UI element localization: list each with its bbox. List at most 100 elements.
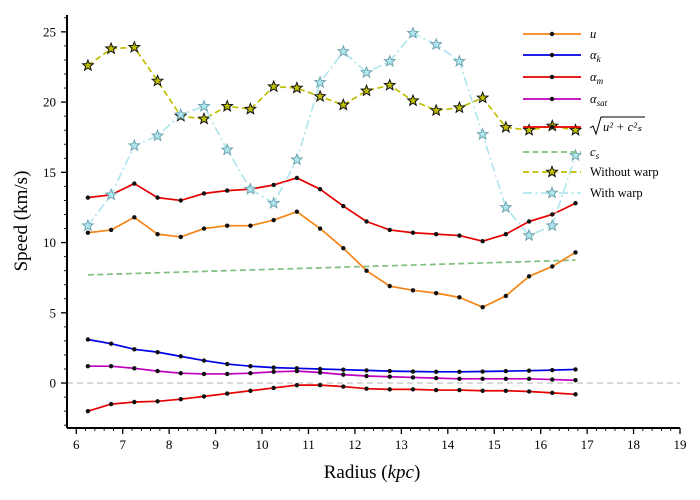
data-point-with_warp (81, 218, 95, 232)
data-point-without_warp (336, 97, 350, 111)
series-line-sqrt (87, 177, 576, 243)
data-point-u (317, 226, 323, 231)
data-point-u (526, 274, 532, 279)
legend-entry-alpha_k: αk (523, 48, 602, 64)
data-point-without_warp (150, 74, 165, 87)
data-point-sqrt (550, 212, 555, 217)
data-point-alpha_sat (108, 363, 114, 369)
data-point-alpha_sat (410, 375, 416, 380)
legend-marker-sqrt (549, 124, 555, 130)
x-tick-label: 9 (212, 437, 219, 452)
x-tick-label: 15 (488, 437, 501, 452)
series-without_warp (81, 40, 583, 136)
data-point-alpha_k (433, 369, 439, 375)
legend-marker-with_warp (545, 186, 559, 199)
data-point-without_warp (522, 123, 536, 136)
data-point-u (410, 288, 416, 293)
legend-entry-with_warp: With warp (523, 186, 643, 200)
series-line-alpha_m (87, 384, 576, 412)
data-point-alpha_m (201, 394, 207, 399)
data-point-u (341, 245, 346, 251)
data-point-with_warp (220, 142, 234, 156)
data-point-without_warp (267, 79, 281, 93)
legend-marker-alpha_k (549, 52, 555, 58)
data-point-alpha_k (503, 368, 509, 374)
x-tick-label: 17 (581, 437, 595, 452)
data-point-alpha_m (573, 392, 578, 397)
y-tick-label: 25 (43, 24, 56, 39)
data-point-without_warp (104, 41, 118, 55)
data-point-alpha_sat (271, 369, 276, 375)
data-point-with_warp (243, 182, 258, 195)
data-point-alpha_m (433, 387, 439, 393)
data-point-alpha_m (387, 387, 392, 392)
data-point-with_warp (150, 128, 165, 142)
x-tick-label: 16 (534, 437, 548, 452)
y-tick-label: 10 (43, 235, 56, 250)
data-point-without_warp (290, 81, 304, 94)
data-point-alpha_k (155, 349, 160, 355)
legend-label-alpha_sat: αsat (590, 92, 608, 108)
data-point-alpha_sat (387, 374, 392, 379)
legend-sqrt-radical (589, 116, 645, 136)
x-tick-label: 19 (674, 437, 687, 452)
legend-label-alpha_m: αm (590, 70, 604, 86)
data-point-alpha_k (108, 341, 114, 346)
data-point-with_warp (313, 75, 327, 89)
series-alpha_m (85, 382, 578, 414)
data-point-with_warp (174, 107, 188, 121)
y-axis-label: Speed (km/s) (11, 171, 32, 272)
data-point-alpha_m (457, 387, 462, 393)
data-point-u (178, 234, 183, 240)
data-point-alpha_k (85, 337, 91, 342)
data-point-sqrt (341, 203, 346, 209)
series-cs (87, 259, 576, 276)
legend-entry-alpha_m: αm (523, 70, 604, 86)
data-point-with_warp (104, 187, 118, 201)
data-point-alpha_sat (526, 376, 532, 382)
data-point-alpha_sat (433, 375, 439, 381)
data-point-u (248, 223, 253, 228)
legend-entry-sqrt: u² + c²ₛ (523, 116, 645, 136)
legend-marker-u (549, 31, 555, 37)
series-alpha_k (85, 337, 578, 375)
y-tick-label: 5 (50, 305, 57, 320)
data-point-alpha_sat (480, 376, 485, 382)
data-point-alpha_k (341, 367, 346, 372)
data-point-u (457, 295, 462, 300)
data-point-alpha_sat (155, 368, 160, 374)
series-with_warp (81, 26, 583, 242)
data-point-u (294, 209, 300, 214)
series-line-u (87, 210, 576, 309)
data-point-sqrt (317, 186, 323, 192)
data-point-without_warp (359, 83, 374, 97)
data-point-alpha_sat (317, 370, 323, 375)
data-point-without_warp (197, 111, 211, 125)
data-point-u (573, 250, 578, 255)
data-point-alpha_sat (201, 371, 207, 377)
data-point-sqrt (201, 191, 207, 196)
legend-label-alpha_k: αk (590, 48, 602, 64)
data-point-u (132, 215, 137, 220)
series-line-with_warp (87, 32, 577, 237)
data-point-with_warp (568, 148, 583, 162)
data-point-alpha_sat (573, 378, 578, 383)
data-point-alpha_m (503, 388, 509, 393)
data-point-without_warp (383, 78, 397, 91)
x-axis-label: Radius (kpc) (324, 462, 421, 483)
data-point-alpha_m (108, 401, 114, 407)
data-point-sqrt (503, 231, 509, 237)
data-point-alpha_k (132, 347, 137, 352)
data-point-sqrt (410, 230, 416, 235)
data-point-u (85, 230, 91, 235)
data-point-alpha_sat (550, 377, 555, 382)
data-point-alpha_k (317, 366, 323, 372)
legend-label-sqrt: u² + c²ₛ (603, 120, 642, 134)
data-point-sqrt (271, 182, 276, 188)
x-tick-label: 14 (441, 437, 455, 452)
series-line-cs (87, 259, 576, 276)
x-tick-label: 18 (627, 437, 640, 452)
data-point-alpha_k (248, 363, 253, 369)
